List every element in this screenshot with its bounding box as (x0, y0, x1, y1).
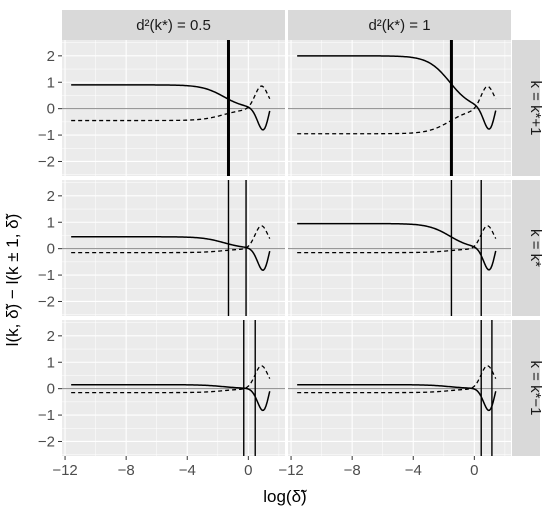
solid-series-line (297, 222, 497, 271)
x-tick-label: −4 (405, 462, 422, 479)
panels-layer (62, 40, 511, 456)
y-tick-label: 1 (47, 74, 55, 91)
row-strip (512, 320, 540, 456)
solid-series-line (297, 55, 497, 130)
y-axis-title: l(k, δ̃) − l(k ± 1, δ̃) (3, 213, 22, 346)
panel-1-1 (288, 180, 511, 316)
dashed-series-line (297, 365, 497, 394)
row-strip-label: k = k*−1 (527, 360, 544, 415)
y-tick-label: 0 (47, 381, 55, 398)
solid-series-line (71, 383, 271, 412)
x-tick-label: −8 (344, 462, 361, 479)
solid-series-line (71, 84, 271, 131)
dashed-series-line (297, 85, 497, 135)
x-tick-label: −12 (52, 462, 77, 479)
panel-1-0 (62, 180, 285, 316)
strips-layer: d²(k*) = 0.5 d²(k*) = 1 k = k*+1 k = k* k = … (62, 10, 544, 456)
x-tick-label: 0 (244, 462, 252, 479)
x-tick-label: −8 (118, 462, 135, 479)
column-strip (288, 10, 511, 40)
y-tick-label: 2 (47, 188, 55, 205)
y-tick-label: 2 (47, 328, 55, 345)
row-strip-label: k = k* (527, 229, 544, 267)
y-tick-label: 2 (47, 48, 55, 65)
solid-series-line (297, 383, 497, 412)
panel-2-0 (62, 320, 285, 456)
dashed-series-line (71, 365, 271, 394)
y-tick-label: −2 (38, 293, 55, 310)
column-strip (62, 10, 285, 40)
x-tick-label: −12 (278, 462, 303, 479)
panel-0-1 (288, 40, 511, 176)
y-tick-label: 1 (47, 354, 55, 371)
column-strip-label: d²(k*) = 1 (368, 17, 430, 34)
dashed-series-line (297, 225, 497, 254)
x-axis-title: log(δ̃) (263, 487, 307, 506)
y-tick-label: −1 (38, 127, 55, 144)
panel-0-0 (62, 40, 285, 176)
y-tick-label: −2 (38, 153, 55, 170)
dashed-series-line (71, 225, 271, 254)
row-strip (512, 40, 540, 176)
y-tick-label: −1 (38, 407, 55, 424)
y-tick-label: 0 (47, 101, 55, 118)
x-tick-label: 0 (470, 462, 478, 479)
dashed-series-line (71, 85, 271, 122)
y-tick-label: −1 (38, 267, 55, 284)
column-strip-label: d²(k*) = 0.5 (136, 17, 211, 34)
y-tick-label: −2 (38, 433, 55, 450)
y-tick-label: 1 (47, 214, 55, 231)
panel-2-1 (288, 320, 511, 456)
row-strip (512, 180, 540, 316)
solid-series-line (71, 236, 271, 271)
axes-layer: −2 −1 0 1 2 −2 −1 0 1 2 −2 −1 0 1 2 −12 −8 −4 0 −12 −8 −4 0 (38, 48, 479, 479)
x-tick-label: −4 (179, 462, 196, 479)
row-strip-label: k = k*+1 (527, 80, 544, 135)
y-tick-label: 0 (47, 241, 55, 258)
